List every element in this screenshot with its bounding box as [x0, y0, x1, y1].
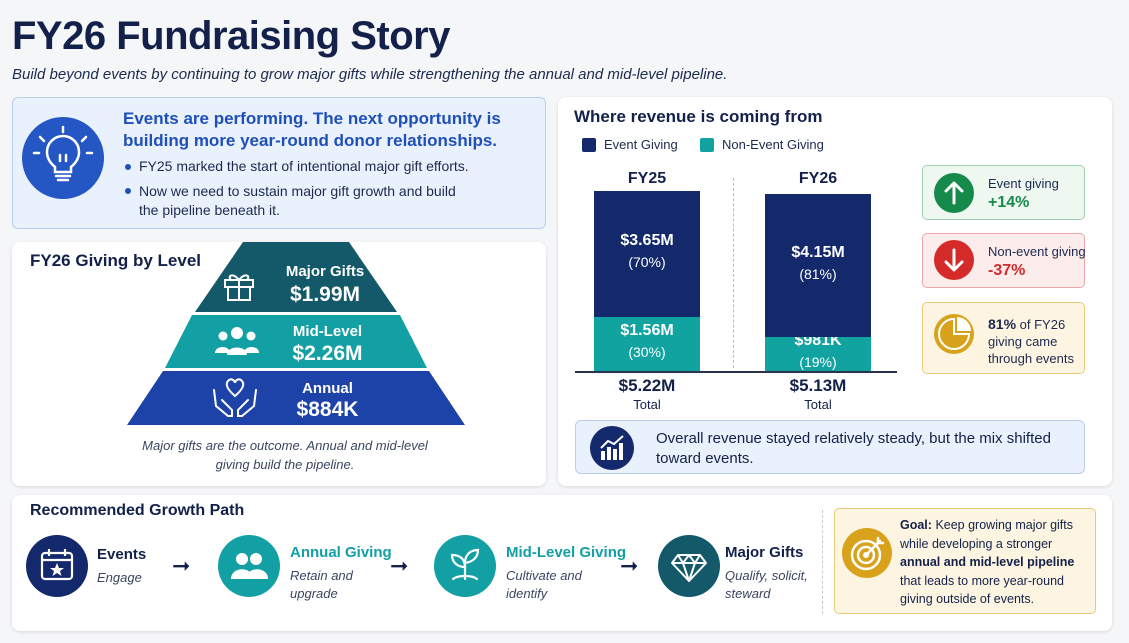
- bar-percent-label: (30%): [628, 344, 666, 361]
- lightbulb-icon: [22, 117, 104, 199]
- arrow-right-icon: ➞: [620, 553, 639, 578]
- total-value-fy26: $5.13M: [789, 376, 847, 395]
- bar-value-label: $1.56M: [620, 322, 674, 340]
- page-title: FY26 Fundraising Story: [12, 14, 450, 58]
- gift-icon: [221, 268, 257, 302]
- arrow-down-icon: [934, 240, 974, 280]
- hands-heart-icon: [210, 376, 260, 420]
- level-value-mid-level: $2.26M: [292, 342, 363, 365]
- stat-text-rest: giving came through events: [988, 334, 1075, 366]
- pyramid-caption: Major gifts are the outcome. Annual and …: [142, 438, 428, 472]
- goal-text-bold: annual and mid-level pipeline: [900, 555, 1075, 569]
- calendar-star-icon: [26, 535, 88, 597]
- step-name-events: Events: [97, 546, 147, 563]
- callout-bullet-1: FY25 marked the start of intentional maj…: [139, 158, 469, 174]
- year-label-fy26: FY26: [798, 170, 838, 187]
- step-desc-annual-giving: Retain and upgrade: [290, 568, 353, 601]
- people-icon: [214, 325, 260, 357]
- giving-by-level-title: FY26 Giving by Level: [30, 251, 202, 270]
- bar-event-fy25: [594, 191, 700, 318]
- stat-label-event: Event giving: [988, 176, 1059, 191]
- level-value-major-gifts: $1.99M: [289, 283, 361, 306]
- stat-text-after: of FY26: [1019, 317, 1066, 332]
- target-icon: [842, 528, 892, 578]
- legend-swatch-non-event: [700, 138, 714, 152]
- revenue-summary: [575, 420, 1085, 474]
- stat-value-share: 81%: [988, 316, 1017, 332]
- people-icon: [218, 535, 280, 597]
- step-name-annual-giving: Annual Giving: [290, 544, 392, 561]
- bar-percent-label: (19%): [799, 354, 837, 371]
- legend-label-non-event: Non-Event Giving: [722, 137, 824, 152]
- level-label-major-gifts: Major Gifts: [285, 263, 365, 280]
- step-desc-events: Engage: [97, 570, 142, 585]
- total-label: Total: [804, 397, 832, 412]
- stat-value-event: +14%: [988, 194, 1030, 211]
- bar-value-label: $3.65M: [620, 232, 674, 250]
- pyramid-cap: [195, 242, 395, 312]
- step-desc-major-gifts: Qualify, solicit, steward: [725, 568, 808, 601]
- level-label-annual: Annual: [302, 380, 353, 397]
- bullet-dot: [125, 164, 131, 170]
- page-subtitle: Build beyond events by continuing to gro…: [12, 66, 728, 83]
- arrow-right-icon: ➞: [172, 553, 191, 578]
- pie-icon: [933, 313, 975, 355]
- callout-bullet-2: Now we need to sustain major gift growth…: [139, 183, 456, 218]
- bullet-dot: [125, 188, 131, 194]
- callout-headline: Events are performing. The next opportun…: [123, 109, 501, 150]
- goal-text: Goal: Keep growing major gifts while dev…: [900, 516, 1092, 609]
- bar-percent-label: (70%): [628, 254, 666, 271]
- stat-text-event-share: 81% of FY26 giving came through events: [988, 316, 1080, 367]
- revenue-summary-text: Overall revenue stayed relatively steady…: [656, 430, 1051, 467]
- stat-label-non-event: Non-event giving: [988, 244, 1086, 259]
- growth-path-title: Recommended Growth Path: [30, 502, 245, 519]
- arrow-up-icon: [934, 173, 974, 213]
- arrow-right-icon: ➞: [390, 553, 409, 578]
- total-label: Total: [633, 397, 661, 412]
- legend-swatch-event: [582, 138, 596, 152]
- chart-divider: [733, 178, 734, 368]
- level-label-mid-level: Mid-Level: [292, 323, 363, 340]
- revenue-title: Where revenue is coming from: [574, 107, 823, 126]
- bar-non-event-fy25: [594, 317, 700, 371]
- goal-label: Goal:: [900, 518, 932, 532]
- step-desc-mid-level: Cultivate and identify: [506, 568, 582, 601]
- total-value-fy25: $5.22M: [618, 376, 676, 395]
- bar-non-event-fy26: [765, 337, 871, 371]
- bar-event-fy26: [765, 194, 871, 338]
- chart-up-icon: [590, 426, 634, 470]
- goal-text-2: that leads to more year-round giving out…: [900, 573, 1064, 607]
- growth-path-divider: [822, 510, 823, 614]
- sprout-icon: [434, 535, 496, 597]
- step-name-mid-level: Mid-Level Giving: [506, 544, 627, 561]
- level-value-annual: $884K: [296, 398, 359, 421]
- legend-label-event: Event Giving: [604, 137, 678, 152]
- step-name-major-gifts: Major Gifts: [725, 544, 804, 561]
- pyramid-tier-annual: [127, 371, 465, 425]
- bar-value-label: $4.15M: [791, 243, 845, 261]
- chart-baseline: [575, 371, 897, 373]
- year-label-fy25: FY25: [627, 170, 667, 187]
- goal-text-1: Keep growing major gifts while developin…: [900, 518, 1074, 551]
- bar-percent-label: (81%): [799, 265, 837, 282]
- stat-value-non-event: -37%: [988, 262, 1026, 279]
- diamond-icon: [658, 535, 720, 597]
